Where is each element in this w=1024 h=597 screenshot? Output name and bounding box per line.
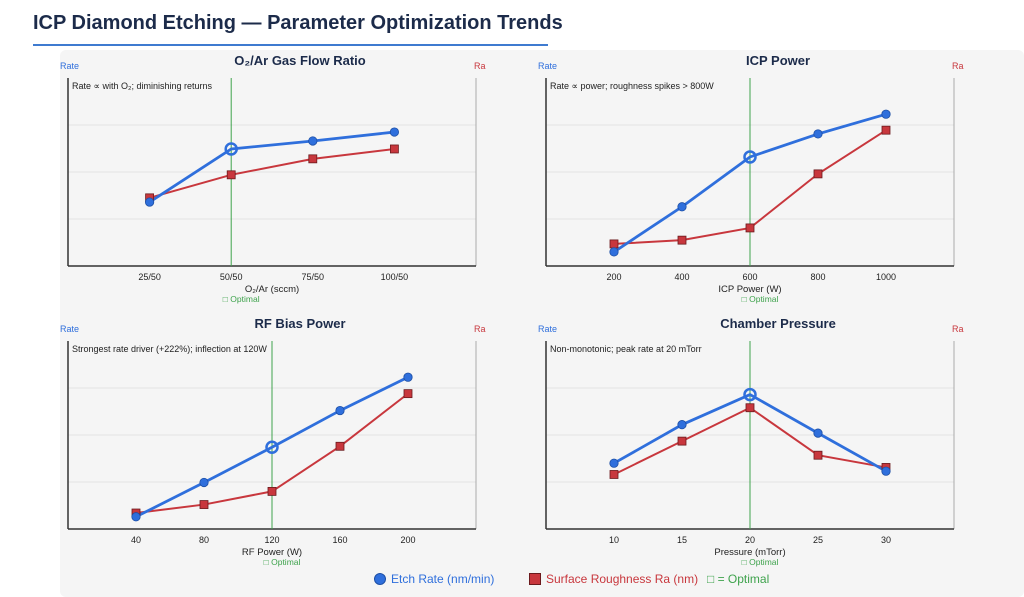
- rate-point: [403, 372, 413, 382]
- rate-point: [131, 512, 141, 522]
- x-tick-label: 30: [881, 535, 891, 545]
- chart-annotation: Non-monotonic; peak rate at 20 mTorr: [550, 344, 702, 354]
- legend: Etch Rate (nm/min) Surface Roughness Ra …: [0, 572, 1024, 590]
- chart-title: Chamber Pressure: [720, 316, 836, 331]
- ra-point: [389, 144, 399, 154]
- rate-series-line: [613, 393, 887, 473]
- chart-chamber-pressure: Chamber Pressure Rate Ra Non-monotonic; pea…: [538, 316, 964, 567]
- rate-point: [813, 428, 823, 438]
- chart-title: O₂/Ar Gas Flow Ratio: [234, 53, 366, 68]
- rate-point: [881, 466, 891, 476]
- ra-point: [609, 239, 619, 249]
- legend-ra: Surface Roughness Ra (nm): [529, 572, 698, 586]
- x-tick-label: 200: [606, 272, 621, 282]
- circle-marker-icon: [374, 573, 386, 585]
- chart-annotation: Rate ∝ power; roughness spikes > 800W: [550, 81, 714, 91]
- ra-point: [403, 389, 413, 399]
- x-tick-label: 120: [264, 535, 279, 545]
- rate-series-line: [135, 375, 409, 519]
- left-axis-label: Rate: [538, 61, 557, 71]
- optimal-label: □ Optimal: [742, 294, 779, 304]
- rate-point: [145, 197, 155, 207]
- legend-rate: Etch Rate (nm/min): [374, 572, 494, 586]
- title-underline: [33, 44, 548, 46]
- x-tick-label: 40: [131, 535, 141, 545]
- rate-optimal-point: [743, 150, 757, 164]
- ra-point: [813, 169, 823, 179]
- x-tick-label: 10: [609, 535, 619, 545]
- x-tick-label: 50/50: [220, 272, 243, 282]
- rate-point: [308, 136, 318, 146]
- rate-point: [199, 477, 209, 488]
- x-axis-title: O₂/Ar (sccm): [245, 284, 299, 295]
- ra-point: [745, 223, 755, 233]
- right-axis-label: Ra: [474, 324, 486, 334]
- x-axis-title: RF Power (W): [242, 547, 302, 558]
- optimal-label: □ Optimal: [264, 557, 301, 567]
- ra-point: [677, 235, 687, 245]
- rate-series-line: [148, 130, 395, 204]
- chart-annotation: Rate ∝ with O₂; diminishing returns: [72, 81, 212, 91]
- chart-rf-bias-power: RF Bias Power Rate Ra Strongest rate driver…: [60, 316, 486, 567]
- rate-point: [609, 458, 619, 468]
- ra-point: [745, 403, 755, 413]
- ra-point: [308, 154, 318, 164]
- right-axis-label: Ra: [474, 61, 486, 71]
- x-axis-title: ICP Power (W): [718, 284, 781, 295]
- x-tick-label: 600: [742, 272, 757, 282]
- ra-point: [267, 486, 277, 496]
- ra-point: [677, 436, 687, 446]
- x-tick-label: 400: [674, 272, 689, 282]
- chart-icp-power: ICP Power Rate Ra Rate ∝ power; roughness s…: [538, 53, 964, 304]
- rate-series-line: [613, 112, 887, 254]
- x-tick-label: 20: [745, 535, 755, 545]
- ra-point: [335, 441, 345, 451]
- chart-gas-flow-ratio: O₂/Ar Gas Flow Ratio Rate Ra Rate ∝ with O₂…: [60, 53, 486, 304]
- x-tick-label: 15: [677, 535, 687, 545]
- left-axis-label: Rate: [60, 324, 79, 334]
- x-tick-label: 80: [199, 535, 209, 545]
- x-axis-title: Pressure (mTorr): [714, 547, 785, 558]
- legend-optimal: □ = Optimal: [707, 572, 769, 586]
- ra-point: [609, 470, 619, 479]
- x-tick-label: 75/50: [302, 272, 325, 282]
- rate-point: [335, 405, 345, 416]
- x-tick-label: 1000: [876, 272, 896, 282]
- right-axis-label: Ra: [952, 324, 964, 334]
- ra-point: [226, 170, 236, 180]
- page-title: ICP Diamond Etching — Parameter Optimiza…: [33, 12, 563, 34]
- rate-point: [389, 127, 399, 137]
- left-axis-label: Rate: [60, 61, 79, 71]
- chart-title: ICP Power: [746, 53, 810, 68]
- x-tick-label: 160: [332, 535, 347, 545]
- ra-series-line: [149, 147, 395, 199]
- rate-optimal-point: [224, 142, 238, 156]
- optimal-label: □ Optimal: [742, 557, 779, 567]
- rate-optimal-point: [743, 387, 757, 402]
- x-tick-label: 25/50: [138, 272, 161, 282]
- legend-optimal-label: □ = Optimal: [707, 572, 770, 586]
- ra-point: [199, 500, 209, 509]
- legend-ra-label: Surface Roughness Ra (nm): [546, 572, 699, 586]
- legend-rate-label: Etch Rate (nm/min): [391, 572, 495, 586]
- square-marker-icon: [529, 573, 541, 585]
- rate-point: [881, 109, 891, 119]
- chart-annotation: Strongest rate driver (+222%); inflectio…: [72, 344, 267, 354]
- x-tick-label: 25: [813, 535, 823, 545]
- optimal-label: □ Optimal: [223, 294, 260, 304]
- rate-point: [609, 247, 619, 257]
- rate-point: [813, 129, 823, 139]
- left-axis-label: Rate: [538, 324, 557, 334]
- charts-panel: [60, 50, 1024, 597]
- ra-point: [813, 450, 823, 460]
- x-tick-label: 200: [400, 535, 415, 545]
- rate-point: [677, 202, 687, 212]
- ra-point: [881, 125, 891, 135]
- x-tick-label: 100/50: [381, 272, 409, 282]
- right-axis-label: Ra: [952, 61, 964, 71]
- chart-title: RF Bias Power: [254, 316, 345, 331]
- x-tick-label: 800: [810, 272, 825, 282]
- rate-optimal-point: [265, 440, 279, 454]
- rate-point: [677, 420, 687, 430]
